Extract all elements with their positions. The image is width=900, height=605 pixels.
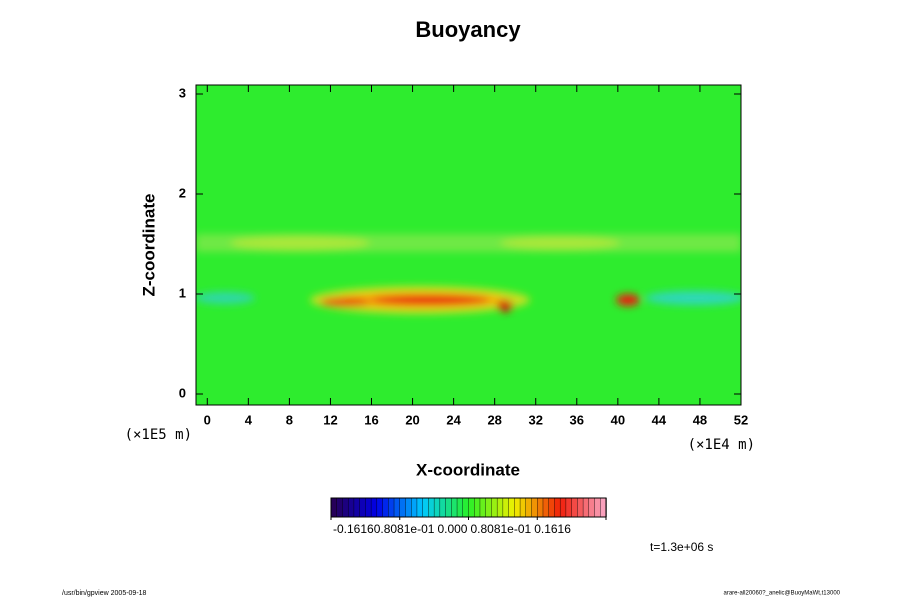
colorbar-tick-label: 0.8081e-01 (470, 522, 531, 536)
colorbar-cell (393, 497, 401, 518)
footer-right: arare-all20060?_anelic@BuoyMaWt,t13000 (724, 591, 841, 597)
colorbar-cell (451, 497, 458, 518)
x-axis-label: X-coordinate (416, 460, 520, 479)
x-tick-label: 36 (570, 412, 584, 427)
colorbar-cell (588, 497, 596, 518)
colorbar-cell (330, 497, 338, 518)
colorbar-cell (548, 497, 556, 518)
x-tick-label: 48 (693, 412, 707, 427)
field (196, 85, 741, 405)
x-tick-label: 0 (204, 412, 211, 427)
colorbar-cell (433, 497, 441, 518)
colorbar-cell (559, 497, 567, 518)
colorbar-cell (514, 497, 521, 518)
colorbar-cell (365, 497, 372, 518)
colorbar-cell (388, 497, 395, 518)
x-tick-label: 44 (652, 412, 667, 427)
colorbar (330, 497, 607, 520)
colorbar-cell (594, 497, 601, 518)
colorbar-cell (336, 497, 344, 518)
colorbar-cell (422, 497, 430, 518)
plot-frame (195, 84, 742, 406)
colorbar-cell (542, 497, 550, 518)
colorbar-cell (439, 497, 447, 518)
colorbar-cell (508, 497, 516, 518)
colorbar-cell (531, 497, 538, 518)
colorbar-tick-label: -0.1616 (333, 522, 374, 536)
colorbar-cell (491, 497, 498, 518)
x-unit: (×1E4 m) (688, 437, 755, 453)
colorbar-cell (502, 497, 510, 518)
y-tick-label: 1 (179, 285, 186, 300)
colorbar-cell (537, 497, 544, 518)
colorbar-tick-label: 0.000 (437, 522, 467, 536)
y-tick-label: 2 (179, 185, 186, 200)
colorbar-cell (479, 497, 487, 518)
colorbar-cell (342, 497, 349, 518)
colorbar-cell (353, 497, 361, 518)
colorbar-tick-label: 0.1616 (534, 522, 571, 536)
colorbar-cell (416, 497, 424, 518)
colorbar-cell (411, 497, 418, 518)
colorbar-cell (565, 497, 573, 518)
colorbar-cell (456, 497, 464, 518)
colorbar-cell (468, 497, 475, 518)
chart-title: Buoyancy (415, 17, 521, 42)
colorbar-tick-label: 0.8081e-01 (374, 522, 435, 536)
x-tick-label: 12 (323, 412, 337, 427)
colorbar-cell (376, 497, 384, 518)
x-tick-label: 28 (487, 412, 501, 427)
x-tick-label: 24 (446, 412, 461, 427)
colorbar-cell (399, 497, 407, 518)
colorbar-cell (405, 497, 412, 518)
x-tick-label: 32 (528, 412, 542, 427)
y-tick-label: 0 (179, 385, 186, 400)
colorbar-cell (445, 497, 453, 518)
y-axis-label: Z-coordinate (139, 194, 158, 297)
x-tick-label: 40 (611, 412, 625, 427)
colorbar-cell (554, 497, 561, 518)
colorbar-cell (571, 497, 579, 518)
colorbar-cell (428, 497, 435, 518)
x-tick-label: 52 (734, 412, 748, 427)
x-tick-label: 8 (286, 412, 293, 427)
colorbar-cell (496, 497, 504, 518)
y-unit: (×1E5 m) (125, 427, 192, 443)
footer-left: /usr/bin/gpview 2005-09-18 (62, 590, 147, 597)
x-tick-label: 20 (405, 412, 419, 427)
colorbar-cell (382, 497, 389, 518)
colorbar-cell (347, 497, 355, 518)
x-tick-label: 16 (364, 412, 378, 427)
y-tick-label: 3 (179, 85, 186, 100)
colorbar-cell (370, 497, 378, 518)
x-tick-label: 4 (245, 412, 253, 427)
colorbar-cell (462, 497, 470, 518)
colorbar-cell (577, 497, 584, 518)
colorbar-cell (525, 497, 533, 518)
colorbar-cell (474, 497, 481, 518)
colorbar-cell (519, 497, 527, 518)
colorbar-labels: -0.16160.8081e-01 0.000 0.8081e-01 0.1616 (333, 522, 571, 536)
colorbar-cell (582, 497, 590, 518)
colorbar-cell (485, 497, 493, 518)
time-label: t=1.3e+06 s (650, 540, 713, 554)
colorbar-cell (359, 497, 367, 518)
